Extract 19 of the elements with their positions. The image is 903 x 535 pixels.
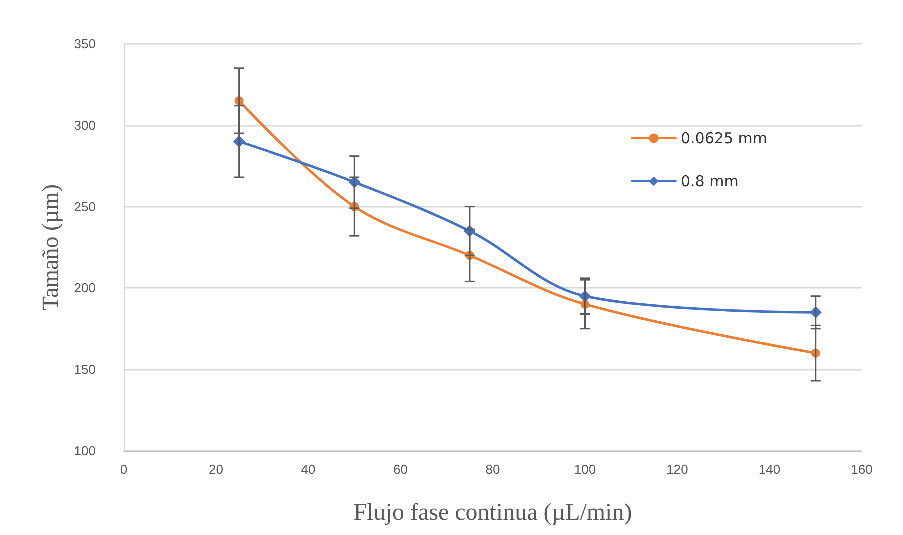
x-tick-label: 140 — [758, 462, 781, 477]
x-tick-label: 20 — [209, 462, 224, 477]
y-tick-label: 200 — [74, 280, 96, 296]
y-tick-label: 150 — [74, 362, 96, 378]
y-tick-label: 100 — [74, 444, 96, 458]
x-axis-title: Flujo fase continua (µL/min) — [354, 500, 632, 526]
y-tick-label: 300 — [74, 118, 96, 133]
legend-label: 0.0625 mm — [681, 130, 768, 148]
x-tick-label: 60 — [394, 462, 408, 477]
x-tick-label: 120 — [666, 462, 688, 477]
legend-label: 0.8 mm — [681, 172, 739, 190]
y-tick-label: 350 — [74, 36, 96, 52]
x-tick-label: 80 — [486, 462, 500, 477]
x-tick-label: 0 — [120, 462, 128, 477]
y-tick-label: 250 — [74, 199, 96, 214]
y-axis-title: Tamaño (µm) — [38, 184, 63, 310]
x-tick-label: 40 — [301, 462, 316, 477]
x-tick-label: 160 — [851, 462, 873, 477]
x-tick-label: 100 — [574, 462, 596, 477]
